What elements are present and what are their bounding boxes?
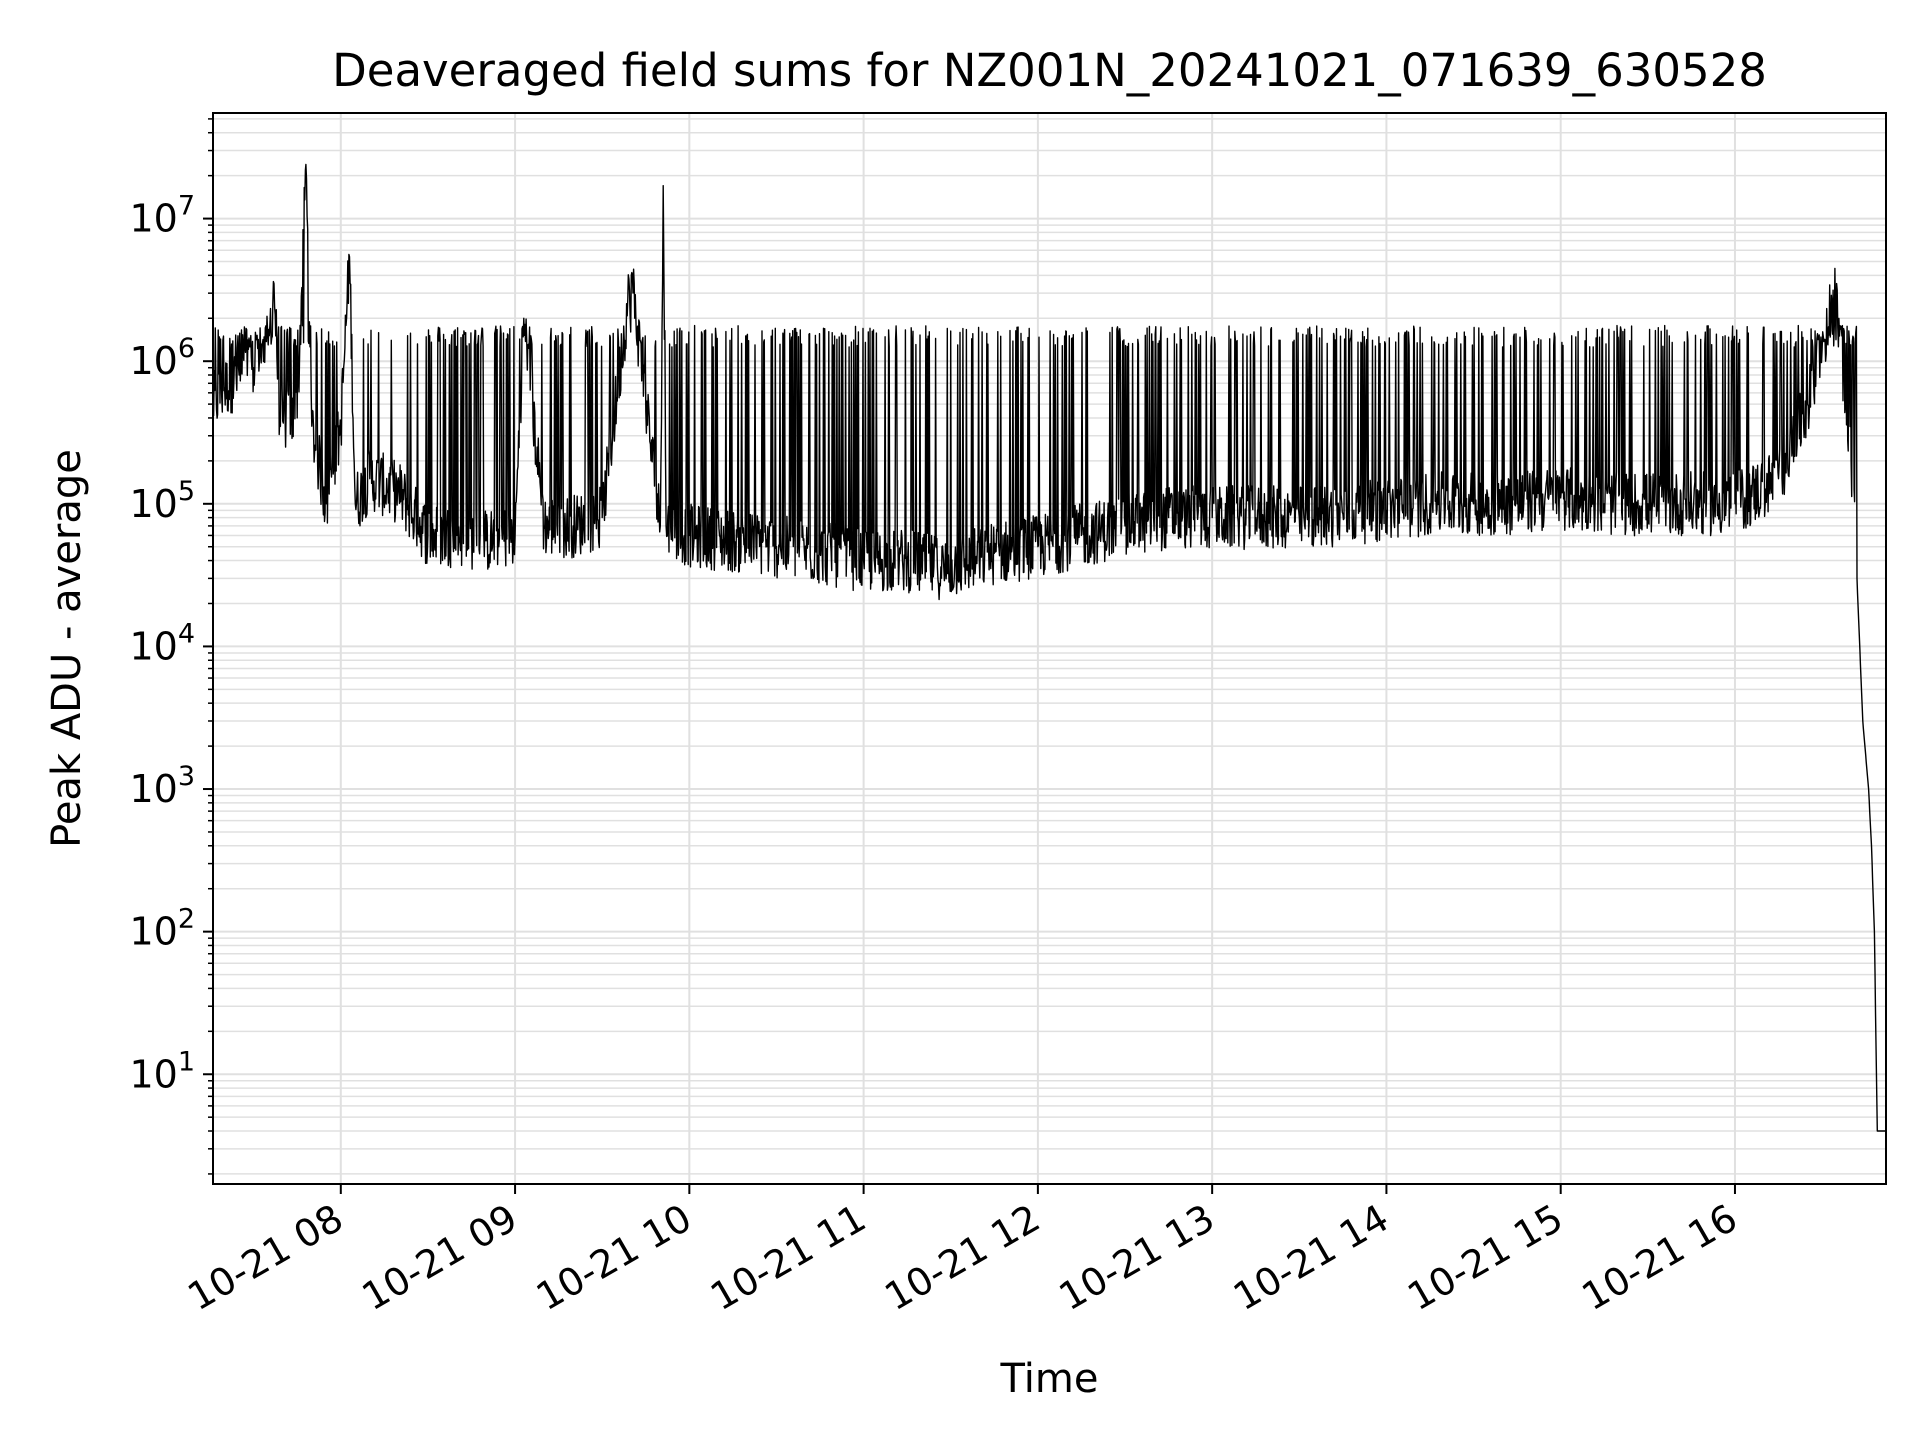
y-tick-label: 103 [129, 761, 195, 811]
y-tick-label: 107 [129, 191, 195, 241]
y-tick-label: 102 [129, 904, 195, 954]
tick-marks [203, 118, 1736, 1194]
x-axis-label: Time [1000, 1356, 1099, 1402]
plot-frame [212, 112, 1887, 1185]
grid [213, 113, 1886, 1184]
data-line-layer [212, 163, 1887, 1132]
series-line [212, 163, 1887, 1132]
y-axis-label: Peak ADU - average [44, 449, 90, 848]
chart-title: Deaveraged field sums for NZ001N_2024102… [332, 44, 1767, 97]
y-tick-label: 105 [129, 476, 195, 526]
y-tick-label: 106 [129, 333, 195, 383]
y-tick-label: 101 [129, 1046, 195, 1096]
y-tick-label: 104 [129, 618, 195, 668]
